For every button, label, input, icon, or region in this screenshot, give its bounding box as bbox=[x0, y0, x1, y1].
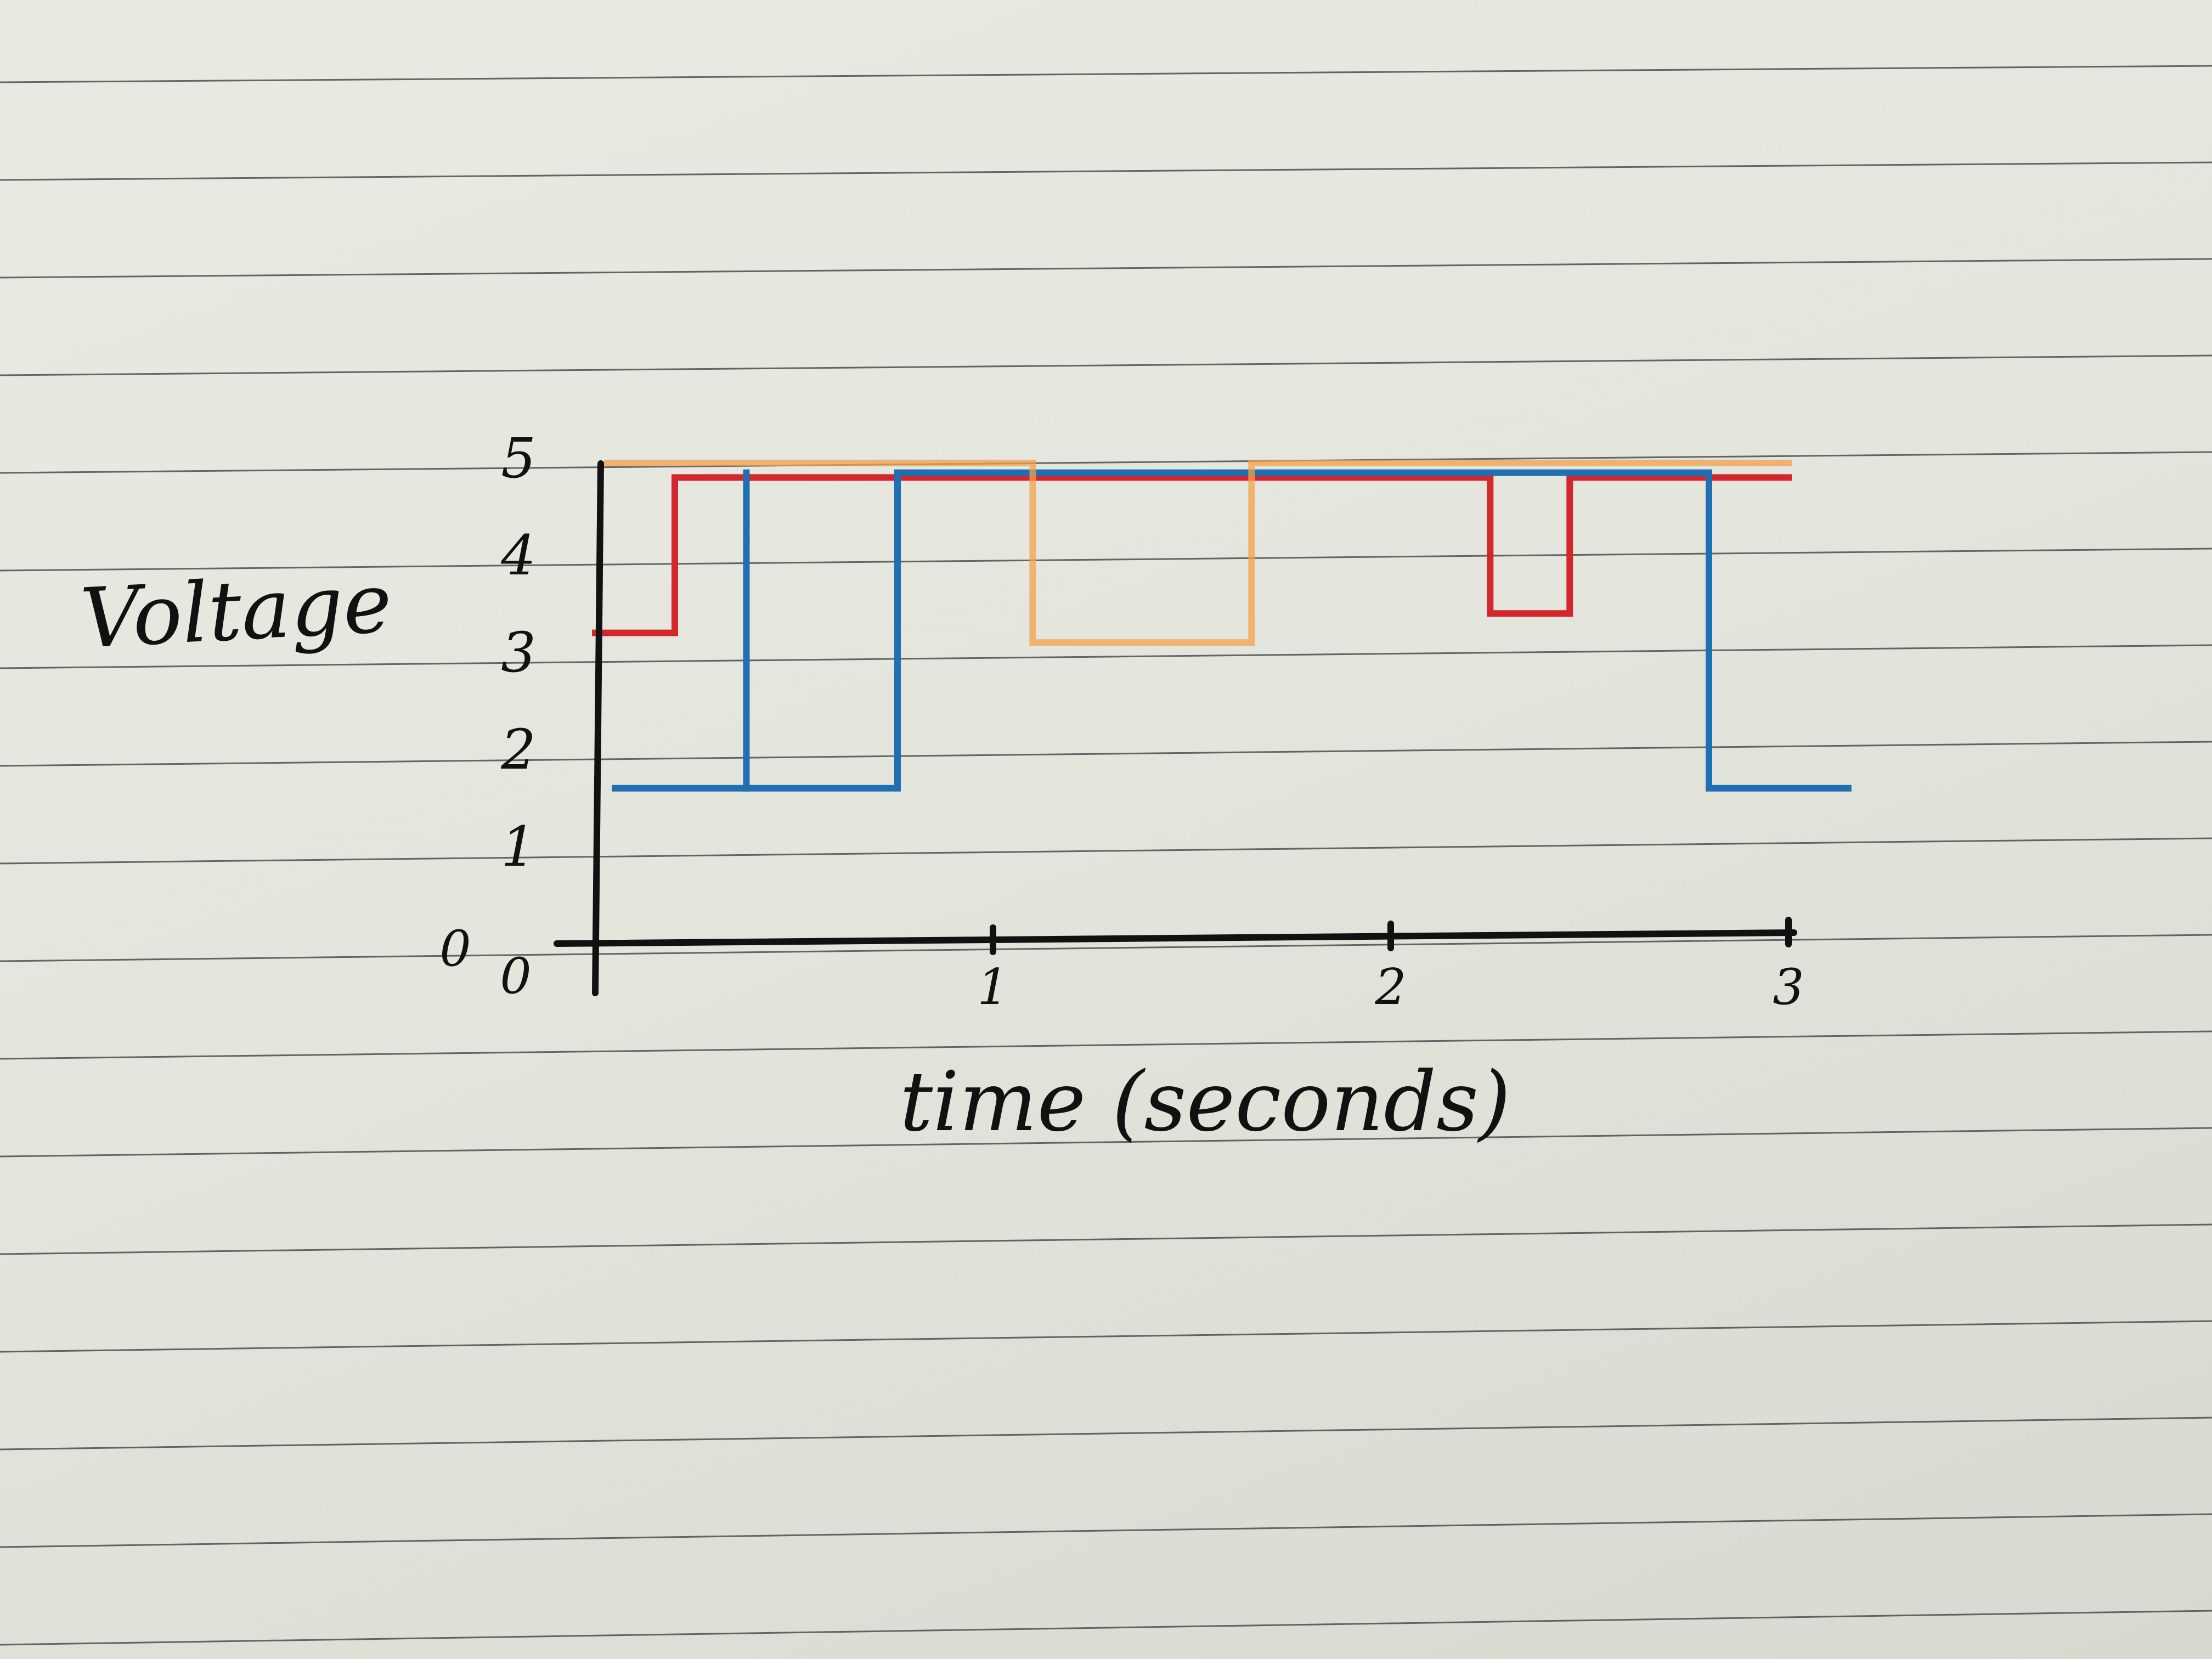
y-tick-label: 2 bbox=[500, 718, 536, 782]
chart-traces bbox=[592, 459, 1852, 792]
y-tick-label: 4 bbox=[500, 523, 536, 588]
chart-labels: Voltage time (seconds) 0 0 1 2 3 4 5 bbox=[78, 426, 1511, 1150]
y-origin-label: 0 bbox=[439, 920, 471, 978]
paper-ruled-line bbox=[0, 1320, 2212, 1353]
y-tick-label: 3 bbox=[501, 620, 536, 685]
x-tick-label: 3 bbox=[1773, 958, 1804, 1016]
x-tick-label: 1 bbox=[977, 958, 1008, 1016]
paper-ruled-line bbox=[0, 258, 2212, 279]
paper-ruled-line bbox=[0, 1127, 2212, 1158]
paper-ruled-line bbox=[0, 451, 2212, 474]
x-axis-line bbox=[554, 929, 1797, 947]
paper-ruled-line bbox=[0, 354, 2212, 376]
chart-axes bbox=[554, 460, 1797, 996]
x-tick-label: 2 bbox=[1374, 958, 1406, 1016]
paper-ruled-line bbox=[0, 741, 2212, 767]
y-axis-label: Voltage bbox=[78, 555, 394, 667]
x-axis-ticks: 1 2 3 bbox=[977, 917, 1804, 1016]
y-tick-label: 1 bbox=[501, 815, 536, 879]
paper-ruled-line bbox=[0, 1610, 2212, 1646]
series-trace-0 bbox=[592, 474, 1792, 636]
series-trace-3 bbox=[603, 459, 1792, 646]
paper-ruled-line bbox=[0, 1513, 2212, 1548]
paper-ruled-line bbox=[0, 934, 2212, 962]
x-axis-label: time (seconds) bbox=[900, 1054, 1511, 1150]
y-tick-label: 5 bbox=[501, 426, 536, 490]
y-axis-line bbox=[592, 460, 604, 996]
paper-ruled-line bbox=[0, 65, 2212, 83]
paper-ruled-line bbox=[0, 1030, 2212, 1060]
paper-ruled-line bbox=[0, 1417, 2212, 1451]
paper-ruled-line bbox=[0, 837, 2212, 865]
paper-ruled-line bbox=[0, 644, 2212, 669]
paper-ruled-line bbox=[0, 1223, 2212, 1255]
x-origin-label: 0 bbox=[500, 947, 531, 1005]
paper-ruled-line bbox=[0, 161, 2212, 181]
series-trace-1 bbox=[612, 469, 1852, 792]
paper-ruled-line bbox=[0, 548, 2212, 572]
